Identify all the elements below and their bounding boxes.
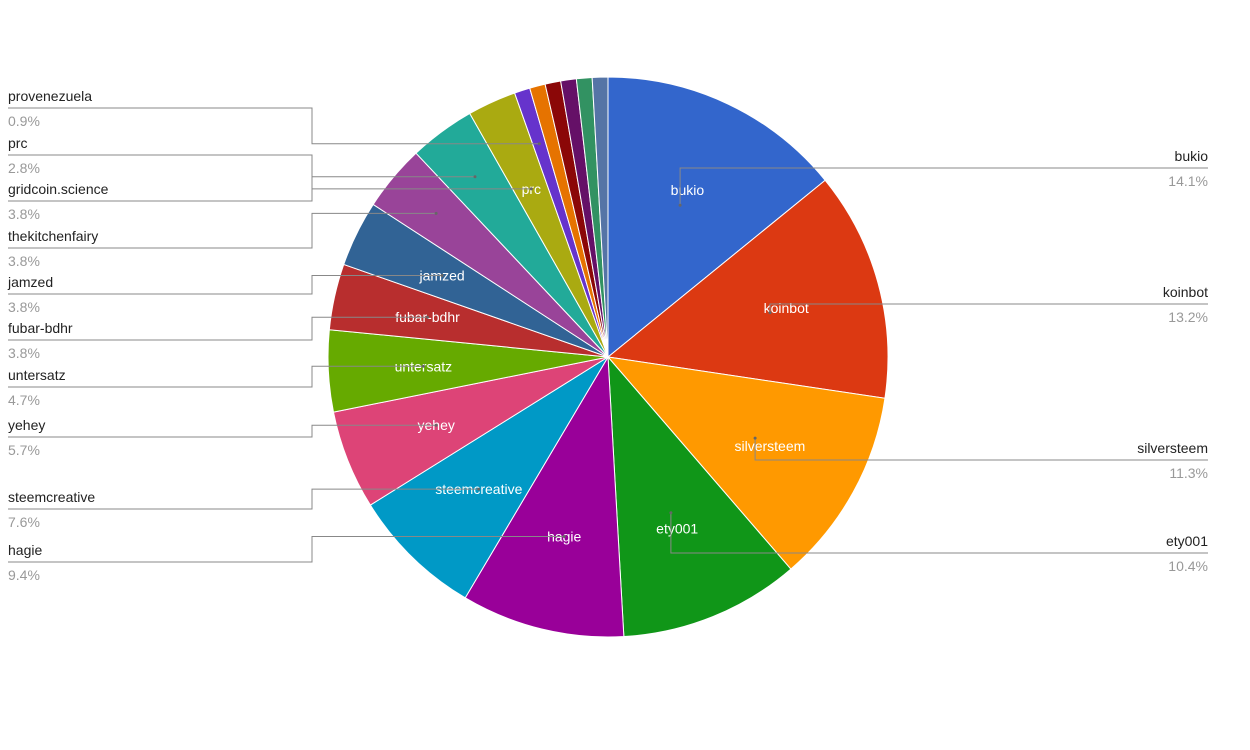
- leader-dot-koinbot: [768, 311, 772, 315]
- outer-label-name-jamzed: jamzed: [7, 274, 53, 290]
- outer-label-name-hagie: hagie: [8, 542, 42, 558]
- leader-dot-jamzed: [440, 274, 444, 277]
- leader-line-thekitchenfairy: [8, 212, 437, 249]
- leader-line-silversteem: [754, 438, 1208, 461]
- outer-label-name-silversteem: silversteem: [1137, 440, 1208, 456]
- leader-dot-ety001: [669, 511, 673, 515]
- outer-label-value-prc: 2.8%: [8, 160, 40, 176]
- outer-label-value-thekitchenfairy: 3.8%: [8, 253, 40, 269]
- leader-dot-fubar-bdhr: [426, 315, 429, 319]
- outer-label-value-steemcreative: 7.6%: [8, 514, 40, 530]
- pie-slice-koinbot: [606, 179, 889, 399]
- leader-line-provenezuela: [8, 107, 540, 145]
- leader-line-bukio: [679, 167, 1208, 206]
- leader-dot-silversteem: [753, 436, 757, 440]
- outer-label-value-bukio: 14.1%: [1168, 173, 1208, 189]
- leader-line-jamzed: [8, 275, 443, 295]
- outer-label-name-yehey: yehey: [8, 417, 45, 433]
- leader-dot-prc: [529, 187, 533, 191]
- outer-label-value-koinbot: 13.2%: [1168, 309, 1208, 325]
- leader-dot-gridcoin-science: [473, 175, 477, 179]
- outer-label-name-provenezuela: provenezuela: [8, 88, 92, 104]
- outer-label-value-yehey: 5.7%: [8, 442, 40, 458]
- leader-lines: [8, 107, 1208, 563]
- outer-label-value-provenezuela: 0.9%: [8, 113, 40, 129]
- pie-slice-ety001: [607, 355, 792, 638]
- leader-line-koinbot: [769, 303, 1208, 313]
- slice-label-bukio: bukio: [671, 182, 705, 198]
- outer-label-name-steemcreative: steemcreative: [8, 489, 95, 505]
- leader-line-yehey: [8, 424, 437, 438]
- pie-inner-labels: bukiokoinbotsilversteemety001hagiesteemc…: [395, 181, 809, 545]
- pie-slice-silversteem: [606, 356, 886, 570]
- outer-label-value-gridcoin-science: 3.8%: [8, 206, 40, 222]
- outer-label-name-fubar-bdhr: fubar-bdhr: [8, 320, 73, 336]
- outer-label-name-ety001: ety001: [1166, 533, 1208, 549]
- outer-label-name-thekitchenfairy: thekitchenfairy: [8, 228, 98, 244]
- outer-label-value-silversteem: 11.3%: [1169, 465, 1208, 481]
- outer-label-value-ety001: 10.4%: [1168, 558, 1208, 574]
- leader-dot-bukio: [678, 203, 682, 207]
- outer-label-name-bukio: bukio: [1175, 148, 1209, 164]
- leader-line-gridcoin-science: [8, 176, 475, 202]
- outer-label-value-hagie: 9.4%: [8, 567, 40, 583]
- leader-line-fubar-bdhr: [8, 316, 428, 341]
- leader-dot-untersatz: [421, 364, 425, 368]
- pie-slice-hagie: [464, 355, 625, 638]
- leader-dot-steemcreative: [477, 487, 481, 491]
- leader-line-hagie: [8, 536, 565, 563]
- leader-dot-yehey: [434, 423, 438, 427]
- pie-slice-unlabeled-18: [591, 76, 609, 358]
- outer-label-value-jamzed: 3.8%: [8, 299, 40, 315]
- pie-slices: [327, 76, 889, 638]
- leader-line-untersatz: [8, 365, 424, 388]
- outer-label-name-koinbot: koinbot: [1163, 284, 1208, 300]
- outer-label-value-fubar-bdhr: 3.8%: [8, 345, 40, 361]
- outer-labels: bukio 14.1% koinbot 13.2% silversteem 11.3% et…: [7, 88, 1208, 583]
- outer-label-name-prc: prc: [8, 135, 27, 151]
- leader-line-prc: [8, 154, 532, 190]
- outer-label-value-untersatz: 4.7%: [8, 392, 40, 408]
- leader-dot-hagie: [562, 535, 566, 538]
- leader-line-ety001: [670, 512, 1208, 554]
- slice-label-ety001: ety001: [656, 520, 698, 536]
- pie-slice-bukio: [607, 76, 826, 359]
- leader-dot-thekitchenfairy: [434, 211, 438, 215]
- outer-label-name-gridcoin-science: gridcoin.science: [8, 181, 109, 197]
- pie-slice-steemcreative: [369, 356, 609, 599]
- slice-label-silversteem: silversteem: [735, 438, 806, 454]
- outer-label-name-untersatz: untersatz: [8, 367, 66, 383]
- leader-line-steemcreative: [8, 488, 479, 510]
- leader-dot-provenezuela: [537, 142, 541, 146]
